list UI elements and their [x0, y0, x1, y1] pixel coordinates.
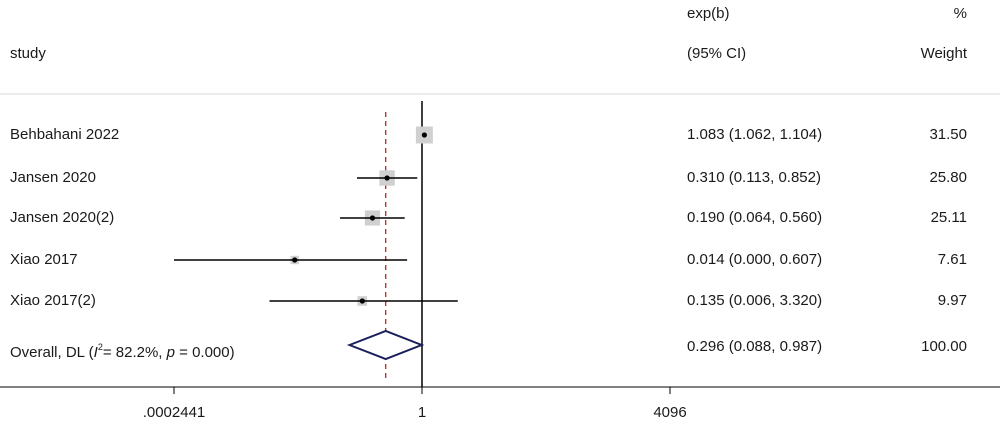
study-label: Jansen 2020(2)	[10, 209, 115, 226]
point-estimate	[292, 257, 298, 263]
study-estimate: 1.083 (1.062, 1.104)	[687, 126, 823, 143]
point-estimate	[359, 298, 365, 304]
ci-column-header: (95% CI)	[687, 45, 747, 62]
overall-estimate: 0.296 (0.088, 0.987)	[687, 338, 823, 355]
study-estimate: 0.310 (0.113, 0.852)	[687, 169, 821, 186]
study-label: Xiao 2017(2)	[10, 292, 96, 309]
point-estimate	[421, 132, 427, 138]
study-estimate: 0.190 (0.064, 0.560)	[687, 209, 823, 226]
study-estimate: 0.135 (0.006, 3.320)	[687, 292, 823, 309]
study-weight: 7.61	[937, 251, 967, 268]
x-tick-label: 1	[418, 404, 426, 421]
point-estimate	[384, 175, 390, 181]
overall-diamond	[346, 329, 425, 361]
x-tick-label: 4096	[653, 404, 686, 421]
weight-column-header: Weight	[920, 45, 967, 62]
effect-column-header: exp(b)	[687, 5, 730, 22]
overall-label: Overall, DL (I2= 82.2%, p = 0.000)	[10, 342, 235, 361]
study-label: Behbahani 2022	[10, 126, 120, 143]
study-estimate: 0.014 (0.000, 0.607)	[687, 251, 823, 268]
study-weight: 31.50	[929, 126, 967, 143]
study-weight: 25.80	[929, 169, 967, 186]
study-column-header: study	[10, 45, 46, 62]
study-label: Xiao 2017	[10, 251, 78, 268]
overall-weight: 100.00	[921, 338, 967, 355]
x-tick-label: .0002441	[143, 404, 206, 421]
study-label: Jansen 2020	[10, 169, 96, 186]
study-weight: 9.97	[937, 292, 967, 309]
point-estimate	[369, 215, 376, 221]
study-weight: 25.11	[930, 209, 967, 226]
weight-column-header-percent: %	[953, 5, 967, 22]
